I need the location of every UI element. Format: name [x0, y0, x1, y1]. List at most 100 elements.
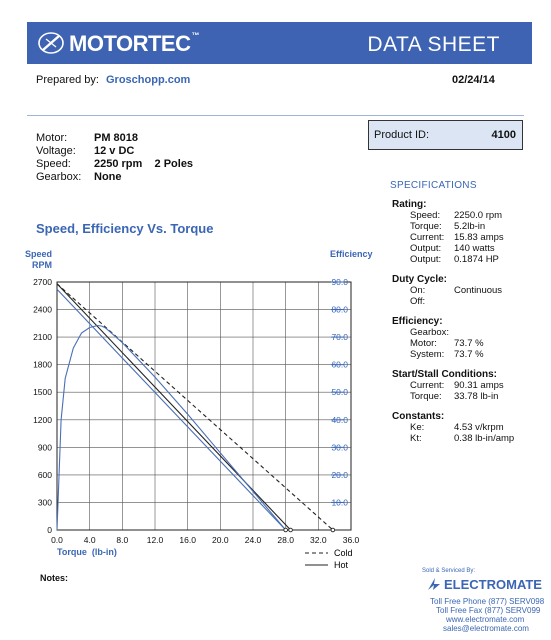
prepared-by-label: Prepared by: — [36, 74, 99, 86]
rating-value: 5.2lb-in — [454, 221, 486, 232]
x-tick-label: 12.0 — [147, 535, 164, 545]
stall-point-marker — [283, 527, 288, 533]
divider — [27, 115, 524, 116]
stall-value: 90.31 amps — [454, 380, 504, 391]
constants-value: 0.38 lb-in/amp — [454, 433, 515, 444]
stall-point-marker — [330, 527, 336, 533]
prepared-by-link[interactable]: Groschopp.com — [106, 74, 191, 86]
duty-key: On: — [410, 285, 426, 296]
product-id-label: Product ID: — [374, 129, 430, 141]
duty-key: Off: — [410, 296, 426, 307]
efficiency-key: System: — [410, 349, 445, 360]
y2-axis-label: Efficiency — [330, 249, 373, 259]
constants-heading: Constants: — [392, 411, 445, 422]
y-tick-label: 2100 — [33, 332, 52, 342]
notes-label: Notes: — [40, 573, 69, 583]
y-axis-label-line1: Speed — [25, 249, 52, 259]
x-tick-label: 4.0 — [84, 535, 96, 545]
seller-fax: Toll Free Fax (877) SERV099 — [436, 606, 541, 615]
series-cold-line — [56, 283, 334, 531]
y-tick-label: 2700 — [33, 277, 52, 287]
speed-curve-blue — [56, 288, 287, 531]
sold-by-label: Sold & Serviced By: — [422, 568, 476, 574]
x-tick-label: 28.0 — [277, 535, 294, 545]
x-tick-label: 16.0 — [179, 535, 196, 545]
voltage-key: Voltage: — [36, 145, 76, 157]
product-id-value: 4100 — [491, 129, 516, 141]
y-tick-label: 900 — [38, 442, 52, 452]
x-tick-label: 24.0 — [245, 535, 262, 545]
efficiency-key: Motor: — [410, 338, 437, 349]
rating-key: Speed: — [410, 210, 441, 221]
rating-key: Output: — [410, 243, 442, 254]
y2-tick-label: 20.0 — [331, 470, 348, 480]
y2-tick-label: 10.0 — [331, 497, 348, 507]
chart-grid — [56, 281, 352, 531]
stall-value: 33.78 lb-in — [454, 391, 499, 402]
x-tick-label: 36.0 — [343, 535, 360, 545]
legend-hot-label: Hot — [334, 560, 349, 570]
x-tick-label: 20.0 — [212, 535, 229, 545]
gearbox-key: Gearbox: — [36, 171, 82, 183]
rating-value: 0.1874 HP — [454, 254, 499, 265]
y2-tick-label: 40.0 — [331, 415, 348, 425]
efficiency-heading: Efficiency: — [392, 316, 443, 327]
chart-legend: Cold Hot — [305, 548, 353, 570]
brand-name: MOTORTEC™ — [69, 31, 199, 56]
stall-point-marker — [288, 527, 293, 533]
header-banner: MOTORTEC™ DATA SHEET — [27, 22, 532, 64]
constants-key: Kt: — [410, 433, 422, 444]
y2-tick-label: 60.0 — [331, 360, 348, 370]
seller-website-link[interactable]: www.electromate.com — [446, 615, 525, 624]
efficiency-value: 73.7 % — [454, 349, 484, 360]
constants-value: 4.53 v/krpm — [454, 422, 504, 433]
rating-value: 15.83 amps — [454, 232, 504, 243]
rating-key: Current: — [410, 232, 445, 243]
x-tick-label: 32.0 — [310, 535, 327, 545]
series-hot-line — [56, 283, 291, 531]
constants-key: Ke: — [410, 422, 425, 433]
y-tick-label: 600 — [38, 470, 52, 480]
rating-value: 2250.0 rpm — [454, 210, 503, 221]
chart-ticks: 0.0 4.0 8.0 12.0 16.0 20.0 24.0 28.0 32.0 36.0 0 30… — [33, 277, 359, 545]
y-tick-label: 2400 — [33, 305, 52, 315]
y-tick-label: 1500 — [33, 387, 52, 397]
y-axis-label-line2: RPM — [32, 260, 52, 270]
chart-title: Speed, Efficiency Vs. Torque — [36, 221, 213, 236]
rating-key: Torque: — [410, 221, 442, 232]
y-tick-label: 1800 — [33, 360, 52, 370]
efficiency-curve — [56, 324, 287, 531]
y2-tick-label: 70.0 — [331, 332, 348, 342]
motor-value: PM 8018 — [94, 132, 139, 144]
seller-email-link[interactable]: sales@electromate.com — [443, 624, 529, 633]
motortec-logo-icon — [38, 32, 64, 54]
speed-key: Speed: — [36, 158, 71, 170]
stall-key: Torque: — [410, 391, 442, 402]
x-tick-label: 8.0 — [116, 535, 128, 545]
sheet-date: 02/24/14 — [452, 74, 495, 86]
chart-series — [56, 283, 336, 533]
y2-tick-label: 50.0 — [331, 387, 348, 397]
efficiency-key: Gearbox: — [410, 327, 450, 338]
legend-cold-label: Cold — [334, 548, 353, 558]
y2-tick-label: 90.0 — [331, 277, 348, 287]
x-tick-label: 0.0 — [51, 535, 63, 545]
voltage-value: 12 v DC — [94, 145, 135, 157]
motor-key: Motor: — [36, 132, 68, 144]
duty-cycle-heading: Duty Cycle: — [392, 274, 448, 285]
seller-name: ELECTROMATE — [444, 577, 542, 592]
gearbox-value: None — [94, 171, 122, 183]
seller-phone: Toll Free Phone (877) SERV098 — [430, 597, 545, 606]
rating-value: 140 watts — [454, 243, 495, 254]
specifications-title: SPECIFICATIONS — [390, 180, 477, 191]
y-tick-label: 0 — [47, 525, 52, 535]
y-tick-label: 1200 — [33, 415, 52, 425]
rating-key: Output: — [410, 254, 442, 265]
electromate-logo-icon — [428, 578, 440, 590]
speed-efficiency-chart: Speed, Efficiency Vs. Torque Speed RPM E… — [25, 221, 373, 570]
rating-heading: Rating: — [392, 199, 427, 210]
duty-value: Continuous — [454, 285, 503, 296]
stall-key: Current: — [410, 380, 445, 391]
x-axis-label: Torque (lb-in) — [57, 547, 117, 557]
y-tick-label: 300 — [38, 497, 52, 507]
